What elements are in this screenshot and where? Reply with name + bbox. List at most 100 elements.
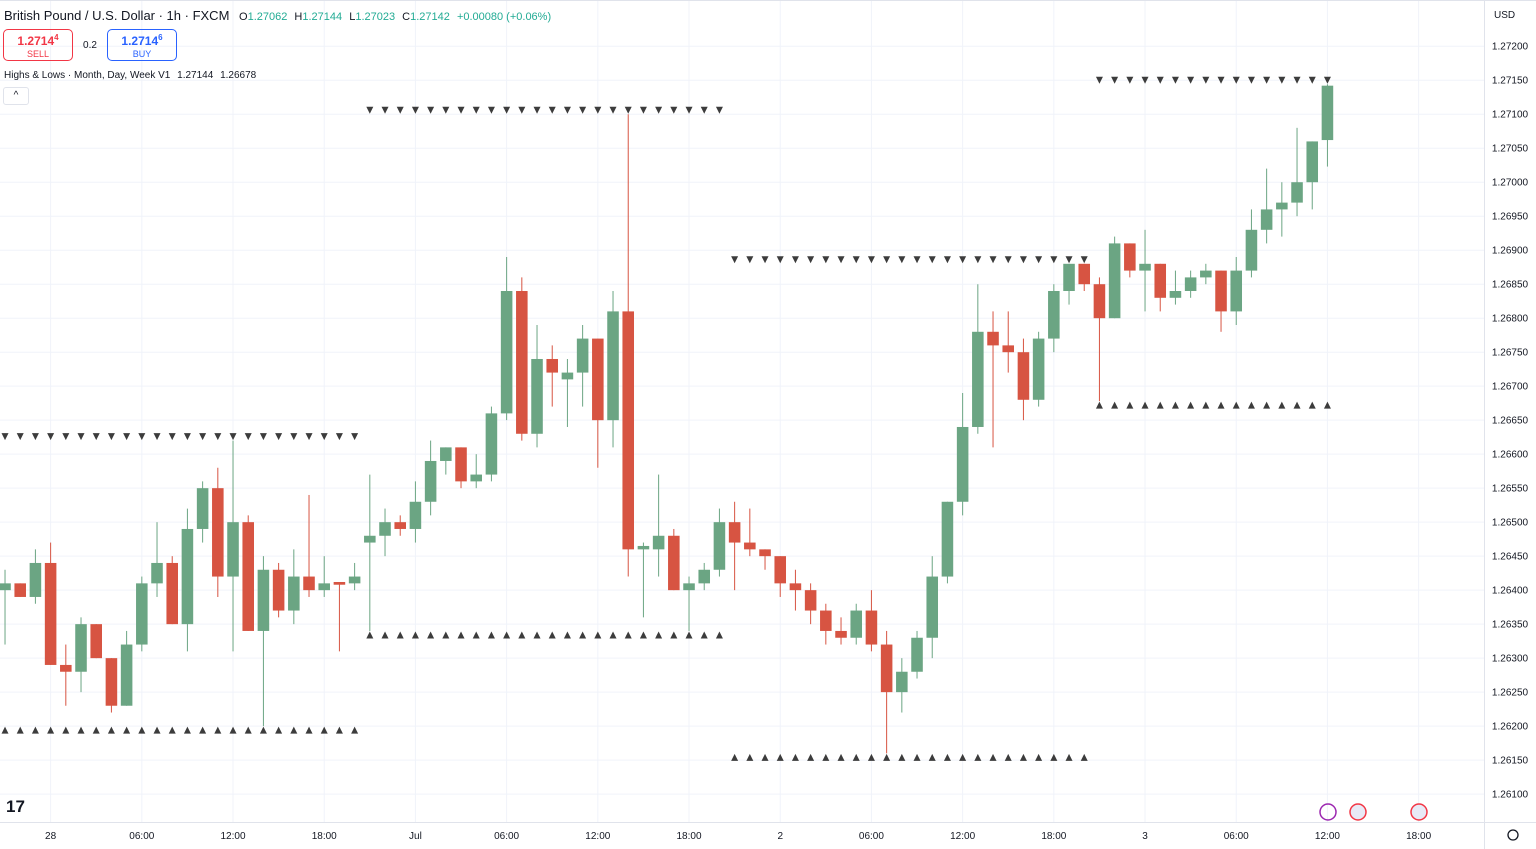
high-marker — [1278, 76, 1286, 84]
low-marker — [1232, 401, 1240, 409]
low-marker — [989, 753, 997, 761]
high-marker — [457, 106, 465, 114]
x-tick-label: 12:00 — [585, 831, 610, 842]
high-marker — [1187, 76, 1195, 84]
low-marker — [1202, 401, 1210, 409]
low-marker — [503, 631, 511, 639]
low-marker — [867, 753, 875, 761]
low-marker — [168, 726, 176, 734]
candle-body — [181, 528, 194, 625]
candle-body — [896, 671, 908, 693]
low-marker — [305, 726, 313, 734]
symbol-header: British Pound / U.S. Dollar · 1h · FXCM … — [4, 8, 555, 23]
y-tick-label: 1.26300 — [1492, 654, 1529, 665]
candle-body — [424, 460, 437, 502]
low-marker — [472, 631, 480, 639]
candle-body — [75, 624, 87, 672]
x-tick-label: 18:00 — [312, 831, 337, 842]
event-icon[interactable] — [1349, 803, 1367, 821]
y-tick-label: 1.26350 — [1492, 620, 1529, 631]
high-marker — [77, 433, 85, 441]
low-marker — [579, 631, 587, 639]
tv-logo[interactable]: 17 — [6, 797, 25, 816]
high-marker — [366, 106, 374, 114]
candle-body — [880, 644, 893, 693]
candle-body — [318, 583, 330, 591]
candle-body — [1063, 263, 1075, 291]
low-marker — [199, 726, 207, 734]
currency[interactable]: USD — [1494, 10, 1516, 21]
symbol[interactable]: British Pound / U.S. Dollar · 1h · FXCM — [4, 8, 230, 23]
y-tick-label: 1.27200 — [1492, 42, 1529, 53]
high-marker — [1004, 256, 1012, 264]
candle-body — [105, 658, 118, 706]
candle-body — [713, 522, 726, 570]
low-marker — [1171, 401, 1179, 409]
sell-button[interactable]: 1.27144 SELL — [3, 29, 73, 61]
candle-body — [272, 569, 285, 611]
high-marker — [943, 256, 951, 264]
y-tick-label: 1.26150 — [1492, 756, 1529, 767]
y-tick-label: 1.26950 — [1492, 212, 1529, 223]
candle-body — [242, 522, 254, 631]
low-marker — [913, 753, 921, 761]
x-tick-label: 18:00 — [1406, 831, 1431, 842]
levels — [1, 76, 1331, 761]
y-tick-label: 1.26650 — [1492, 416, 1529, 427]
candle-body — [288, 576, 300, 611]
low-marker — [1111, 401, 1119, 409]
low-marker — [1156, 401, 1164, 409]
high-marker — [381, 106, 389, 114]
low-marker — [1187, 401, 1195, 409]
y-tick-label: 1.26600 — [1492, 450, 1529, 461]
high-marker — [335, 433, 343, 441]
ohlc-value: 1.27023 — [355, 11, 396, 23]
collapse-button[interactable]: ^ — [3, 87, 29, 105]
high-marker — [563, 106, 571, 114]
high-marker — [822, 256, 830, 264]
candle-body — [1154, 263, 1167, 298]
candle-body — [500, 290, 513, 414]
high-marker — [1, 433, 9, 441]
logo[interactable]: 17 — [6, 797, 25, 816]
high-marker — [503, 106, 511, 114]
high-marker — [214, 433, 222, 441]
candle-body — [1032, 338, 1045, 400]
indicator-name[interactable]: Highs & Lows · Month, Day, Week V1 — [4, 70, 171, 81]
low-marker — [244, 726, 252, 734]
high-marker — [1232, 76, 1240, 84]
x-tick-label: 3 — [1142, 831, 1148, 842]
buy-button[interactable]: 1.27146 BUY — [107, 29, 177, 61]
high-marker — [731, 256, 739, 264]
candle-body — [1260, 209, 1273, 230]
low-marker — [1247, 401, 1255, 409]
ohlc: O1.27062 H1.27144 L1.27023 C1.27142 +0.0… — [239, 11, 555, 23]
low-marker — [837, 753, 845, 761]
candle-body — [561, 372, 574, 380]
event-icon[interactable] — [1319, 803, 1337, 821]
high-marker — [244, 433, 252, 441]
settings-icon[interactable] — [1507, 829, 1519, 841]
candle-body — [1048, 290, 1060, 339]
high-marker — [153, 433, 161, 441]
low-marker — [1004, 753, 1012, 761]
candle-body — [440, 447, 452, 461]
high-marker — [62, 433, 70, 441]
high-marker — [168, 433, 176, 441]
low-marker — [807, 753, 815, 761]
candle-body — [622, 311, 635, 550]
x-tick-label: 18:00 — [677, 831, 702, 842]
high-marker — [123, 433, 131, 441]
low-marker — [107, 726, 115, 734]
candle-body — [455, 447, 467, 482]
low-marker — [898, 753, 906, 761]
indicator-value: 1.26678 — [220, 70, 257, 81]
y-tick-label: 1.26550 — [1492, 484, 1529, 495]
low-marker — [791, 753, 799, 761]
low-marker — [974, 753, 982, 761]
high-marker — [320, 433, 328, 441]
event-icon[interactable] — [1410, 803, 1428, 821]
high-marker — [670, 106, 678, 114]
candle-body — [759, 549, 771, 557]
high-marker — [183, 433, 191, 441]
